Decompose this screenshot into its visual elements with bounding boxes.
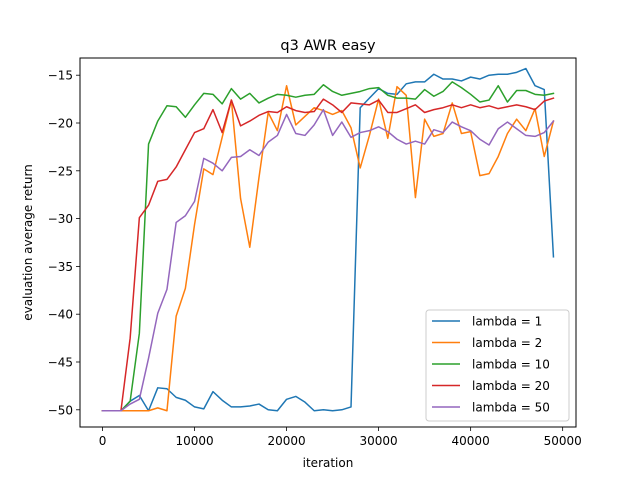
y-tick-label: −45 <box>48 355 73 369</box>
legend-label-1: lambda = 1 <box>472 315 542 329</box>
x-tick-label: 10000 <box>175 434 213 448</box>
plot-frame <box>79 57 577 428</box>
y-tick-label: −40 <box>48 308 73 322</box>
legend: lambda = 1 lambda = 2 lambda = 10 lambda = … <box>425 309 570 422</box>
legend-label-2: lambda = 2 <box>472 336 542 350</box>
legend-box <box>425 309 570 422</box>
series-line-3 <box>101 81 555 412</box>
y-tick-label: −50 <box>48 403 73 417</box>
legend-label-4: lambda = 20 <box>472 379 550 393</box>
x-tick-label: 20000 <box>267 434 305 448</box>
series-line-5 <box>101 108 555 412</box>
y-axis-label: evaluation average return <box>21 164 35 321</box>
legend-label-5: lambda = 50 <box>472 401 550 415</box>
x-tick-label: 50000 <box>544 434 582 448</box>
series-line-4 <box>101 97 555 412</box>
series-line-2 <box>101 84 555 412</box>
x-tick-label: 0 <box>99 434 107 448</box>
y-tick-label: −30 <box>48 212 73 226</box>
y-tick-label: −15 <box>48 69 73 83</box>
y-tick-label: −20 <box>48 117 73 131</box>
chart-title: q3 AWR easy <box>280 38 376 54</box>
series-lines <box>101 67 555 412</box>
x-axis-ticks: 0 10000 20000 30000 40000 50000 <box>99 427 582 448</box>
legend-items: lambda = 1 lambda = 2 lambda = 10 lambda = … <box>432 315 550 415</box>
legend-label-3: lambda = 10 <box>472 358 550 372</box>
x-tick-label: 40000 <box>452 434 490 448</box>
x-tick-label: 30000 <box>360 434 398 448</box>
y-tick-label: −25 <box>48 164 73 178</box>
y-axis-ticks: −50 −45 −40 −35 −30 −25 −20 −15 <box>48 69 80 417</box>
series-line-1 <box>101 67 555 412</box>
y-tick-label: −35 <box>48 260 73 274</box>
x-axis-label: iteration <box>303 456 354 470</box>
plot-area <box>79 57 577 428</box>
